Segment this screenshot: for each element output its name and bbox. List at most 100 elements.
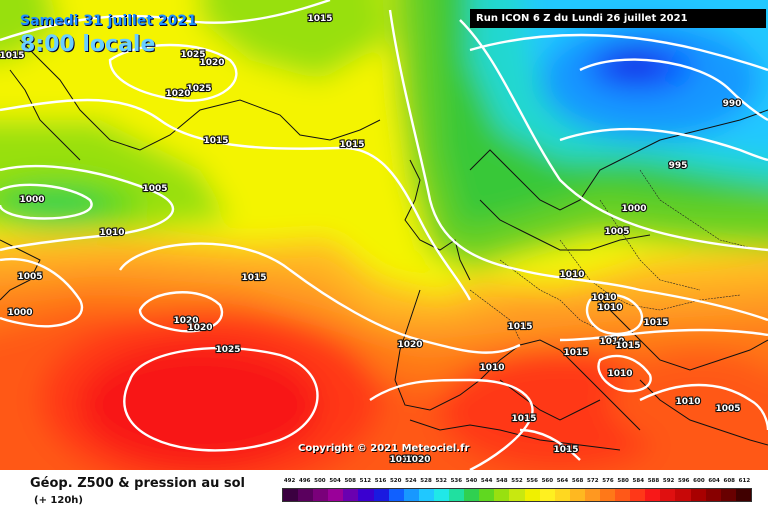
model-run-label: Run ICON 6 Z du Lundi 26 juillet 2021 [470, 9, 766, 28]
scale-swatch [343, 489, 358, 501]
scale-label: 492 [284, 478, 295, 484]
copyright-notice: Copyright © 2021 Meteociel.fr [298, 443, 469, 454]
forecast-time: 8:00 locale [20, 32, 155, 57]
scale-swatch [464, 489, 479, 501]
isobar-label: 1000 [621, 204, 646, 214]
scale-label: 592 [663, 478, 674, 484]
scale-label: 524 [405, 478, 416, 484]
scale-swatch [298, 489, 313, 501]
scale-swatch [615, 489, 630, 501]
scale-label: 580 [617, 478, 628, 484]
scale-label: 608 [724, 478, 735, 484]
scale-label: 500 [314, 478, 325, 484]
isobar-label: 1015 [563, 348, 588, 358]
scale-swatch [645, 489, 660, 501]
scale-swatch [434, 489, 449, 501]
scale-swatch [389, 489, 404, 501]
scale-swatch [283, 489, 298, 501]
isobar-label: 1010 [591, 293, 616, 303]
isobar-label: 1005 [17, 272, 42, 282]
scale-label: 572 [587, 478, 598, 484]
scale-swatch [313, 489, 328, 501]
scale-swatch [630, 489, 645, 501]
legend-footer: Géop. Z500 & pression au sol (+ 120h) 49… [0, 470, 768, 512]
scale-swatch [585, 489, 600, 501]
scale-label: 556 [526, 478, 537, 484]
isobar-label: 1010 [559, 270, 584, 280]
isobar-label: 1020 [165, 89, 190, 99]
scale-swatch [449, 489, 464, 501]
scale-label: 564 [557, 478, 568, 484]
isobar-label: 1020 [397, 340, 422, 350]
isobar-label: 1015 [553, 445, 578, 455]
scale-label: 516 [375, 478, 386, 484]
scale-swatch [721, 489, 736, 501]
isobar-label: 1010 [597, 303, 622, 313]
isobar-label: 1010 [99, 228, 124, 238]
isobar-label: 990 [723, 99, 742, 109]
scale-label: 504 [329, 478, 340, 484]
scale-swatch [691, 489, 706, 501]
isobar-label: 1020 [199, 58, 224, 68]
scale-swatch [328, 489, 343, 501]
scale-label: 584 [633, 478, 644, 484]
scale-label: 496 [299, 478, 310, 484]
product-title: Géop. Z500 & pression au sol [30, 476, 245, 491]
forecast-date: Samedi 31 juillet 2021 [20, 13, 197, 29]
isobar-label: 1005 [142, 184, 167, 194]
scale-label: 604 [708, 478, 719, 484]
scale-label: 544 [481, 478, 492, 484]
isobar-label: 1015 [507, 322, 532, 332]
scale-label: 528 [420, 478, 431, 484]
scale-label: 568 [572, 478, 583, 484]
scale-label: 520 [390, 478, 401, 484]
forecast-step: (+ 120h) [34, 495, 83, 506]
scale-label: 536 [451, 478, 462, 484]
scale-swatch [479, 489, 494, 501]
scale-swatch [660, 489, 675, 501]
scale-swatch [404, 489, 419, 501]
isobar-label: 1010 [479, 363, 504, 373]
scale-label: 512 [360, 478, 371, 484]
scale-label: 548 [496, 478, 507, 484]
isobar-label: 1015 [615, 341, 640, 351]
scale-swatch [600, 489, 615, 501]
isobar-label: 1015 [339, 140, 364, 150]
scale-swatch [706, 489, 721, 501]
scale-swatch [419, 489, 434, 501]
isobar-label: 1005 [715, 404, 740, 414]
isobar-label: 1025 [215, 345, 240, 355]
scale-swatch [540, 489, 555, 501]
isobar-label: 1015 [307, 14, 332, 24]
isobar-label: 1015 [511, 414, 536, 424]
isobar-label: 1010 [675, 397, 700, 407]
scale-swatch [675, 489, 690, 501]
isobar-label: 1015 [643, 318, 668, 328]
isobar-label: 1000 [19, 195, 44, 205]
scale-swatch [570, 489, 585, 501]
scale-swatch [525, 489, 540, 501]
scale-label: 576 [602, 478, 613, 484]
isobar-label: 1005 [604, 227, 629, 237]
isobar-label: 1010 [607, 369, 632, 379]
color-scale-labels: 492 496 500 504 508 512 516 520 524 528 532 536 540 5… [282, 478, 752, 488]
scale-swatch [555, 489, 570, 501]
scale-swatch [494, 489, 509, 501]
isobar-label: 1020 [187, 323, 212, 333]
scale-label: 560 [542, 478, 553, 484]
scale-swatch [736, 489, 751, 501]
scale-label: 508 [344, 478, 355, 484]
scale-label: 600 [693, 478, 704, 484]
isobar-label: 1020 [405, 455, 430, 465]
isobar-label: 1015 [203, 136, 228, 146]
isobar-label: 1015 [241, 273, 266, 283]
color-scale-bar [282, 488, 752, 502]
scale-swatch [358, 489, 373, 501]
scale-label: 588 [648, 478, 659, 484]
scale-label: 552 [511, 478, 522, 484]
scale-swatch [374, 489, 389, 501]
scale-label: 540 [466, 478, 477, 484]
scale-swatch [509, 489, 524, 501]
